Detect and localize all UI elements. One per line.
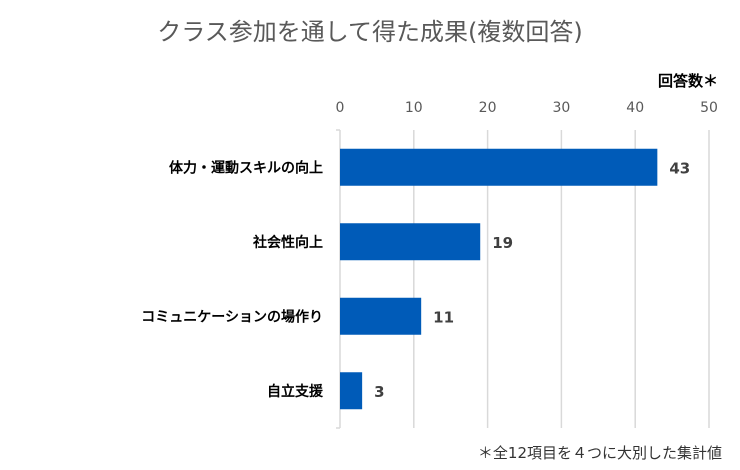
- bar: [340, 223, 481, 261]
- tick-label: 30: [552, 100, 570, 116]
- tick-label: 40: [626, 100, 644, 116]
- tick-label: 50: [700, 100, 718, 116]
- tick-label: 0: [336, 100, 345, 116]
- category-label: 自立支援: [267, 383, 324, 400]
- category-label: 体力・運動スキルの向上: [169, 159, 323, 176]
- data-label: 11: [433, 308, 454, 326]
- chart-title: クラス参加を通して得た成果(複数回答): [157, 18, 583, 46]
- tick-label: 20: [479, 100, 497, 116]
- bar: [340, 372, 363, 410]
- data-label: 43: [669, 159, 690, 177]
- data-label: 3: [374, 383, 384, 401]
- data-label: 19: [492, 234, 513, 252]
- bar: [340, 148, 658, 186]
- bar: [340, 297, 422, 335]
- axis-label: 回答数＊: [658, 72, 718, 90]
- category-label: コミュニケーションの場作り: [141, 308, 323, 325]
- tick-label: 10: [405, 100, 423, 116]
- footnote: ＊全12項目を４つに大別した集計値: [478, 444, 722, 462]
- category-label: 社会性向上: [252, 234, 323, 251]
